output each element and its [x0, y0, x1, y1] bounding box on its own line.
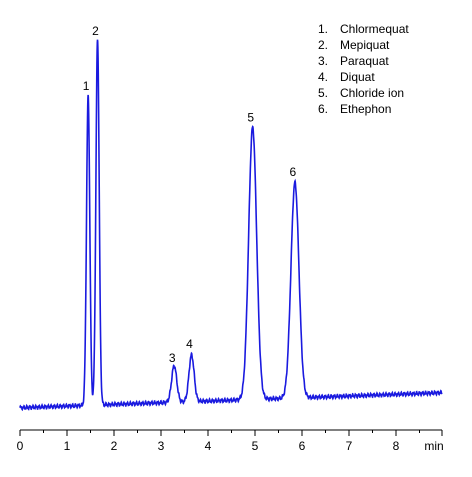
peak-label-4: 4 [186, 337, 193, 351]
legend: 1. Chlormequat 2. Mepiquat 3. Paraquat 4. Diqua… [318, 22, 409, 116]
peak-label-6: 6 [290, 165, 297, 179]
x-tick-label-0: 0 [17, 439, 24, 453]
legend-number-2: 2. [318, 38, 328, 52]
x-tick-label-3: 3 [158, 439, 165, 453]
peak-label-5: 5 [247, 111, 254, 125]
x-tick-label-7: 7 [346, 439, 353, 453]
legend-entry-1: Chlormequat [340, 22, 409, 36]
legend-number-4: 4. [318, 70, 328, 84]
legend-entry-2: Mepiquat [340, 38, 390, 52]
x-axis-unit-label: min [424, 439, 443, 453]
x-axis: 0 1 2 3 4 5 6 7 8 [17, 429, 443, 453]
peak-label-2: 2 [92, 24, 99, 38]
x-tick-label-5: 5 [252, 439, 259, 453]
x-tick-label-2: 2 [111, 439, 118, 453]
peak-label-1: 1 [83, 79, 90, 93]
legend-number-1: 1. [318, 22, 328, 36]
x-tick-label-1: 1 [64, 439, 71, 453]
legend-entry-6: Ethephon [340, 102, 391, 116]
legend-number-3: 3. [318, 54, 328, 68]
trace-layer [19, 39, 443, 412]
x-tick-label-8: 8 [393, 439, 400, 453]
x-tick-label-4: 4 [205, 439, 212, 453]
legend-entry-4: Diquat [340, 70, 375, 84]
legend-number-5: 5. [318, 86, 328, 100]
legend-entry-3: Paraquat [340, 54, 389, 68]
chromatogram-trace [19, 39, 443, 412]
peak-label-3: 3 [169, 351, 176, 365]
x-tick-label-6: 6 [299, 439, 306, 453]
legend-number-6: 6. [318, 102, 328, 116]
legend-entry-5: Chloride ion [340, 86, 404, 100]
peak-label-layer: 1 2 34 5 6 [83, 24, 297, 365]
